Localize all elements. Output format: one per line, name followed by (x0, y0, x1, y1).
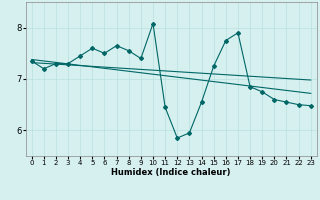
X-axis label: Humidex (Indice chaleur): Humidex (Indice chaleur) (111, 168, 231, 177)
